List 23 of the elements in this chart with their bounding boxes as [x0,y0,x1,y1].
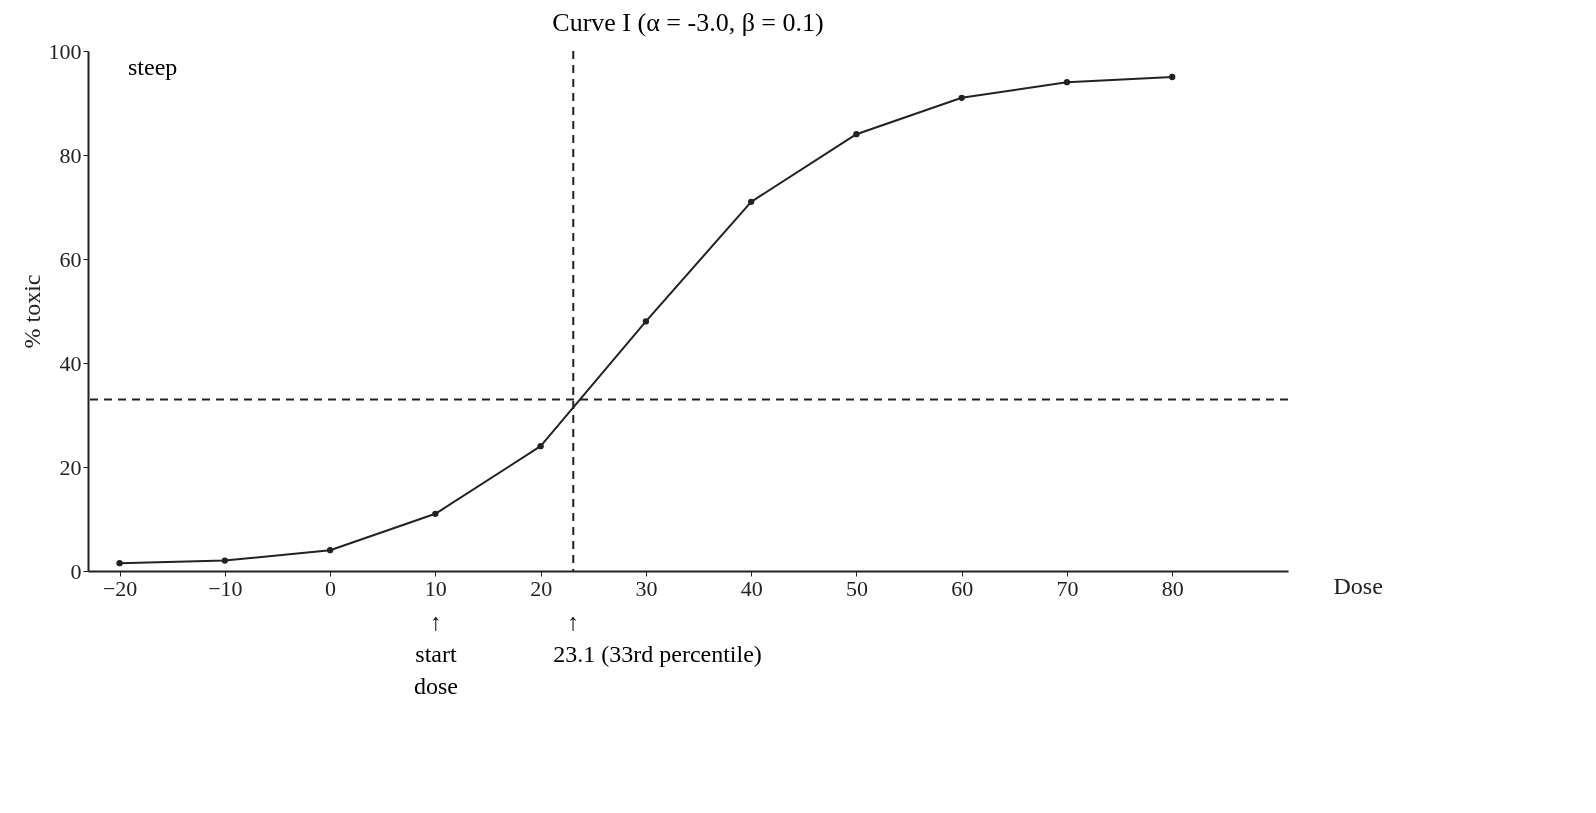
x-tick-label: 60 [951,575,974,601]
x-axis-title: Dose [1333,572,1383,599]
y-tick-label: 40 [59,350,82,376]
x-tick-label: 40 [740,575,763,601]
x-tick-label: 80 [1161,575,1184,601]
y-tick-label: 80 [59,142,82,168]
x-tick-label: 20 [530,575,553,601]
text: ↑ start dose [414,609,458,699]
x-tick-label: −20 [102,575,138,601]
chart-title: Curve I (α = -3.0, β = 0.1) [552,8,824,37]
x-tick-label: 10 [424,575,447,601]
x-tick-label: 70 [1056,575,1079,601]
x-tick-label: 0 [325,575,337,601]
y-tick-label: 60 [59,246,82,272]
y-axis-title: % toxic [18,274,45,349]
ref-line-label: ↑ 23.1 (33rd percentile) [553,609,762,667]
x-tick-label: −10 [208,575,243,601]
y-tick-label: 20 [59,454,82,480]
y-tick-label: 0 [70,558,82,584]
x-tick-label: 50 [845,575,868,601]
annotation: steep [128,54,178,80]
y-tick-label: 100 [48,38,82,64]
x-tick-label: 30 [635,575,658,601]
